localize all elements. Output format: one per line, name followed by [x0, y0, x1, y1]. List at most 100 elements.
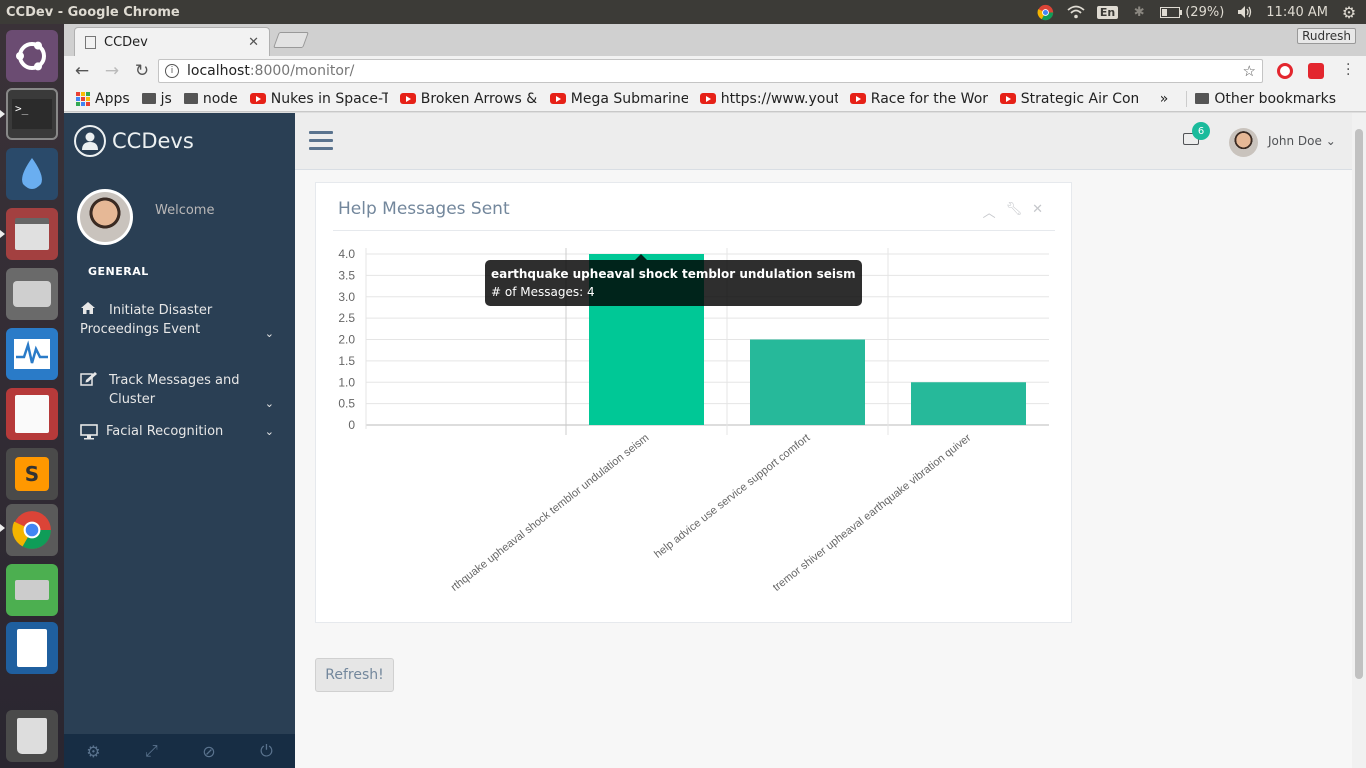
new-tab-button[interactable]	[273, 32, 309, 48]
chevron-down-icon[interactable]: ⌄	[264, 397, 274, 410]
os-top-panel: CCDev - Google Chrome En ✱ (29%) 11:40 A…	[0, 0, 1366, 24]
folder-icon	[141, 93, 156, 104]
user-avatar[interactable]	[1229, 128, 1258, 157]
x-tick-label: tremor shiver upheaval earthquake vibrat…	[771, 432, 974, 594]
tab-close-icon[interactable]: ✕	[248, 34, 259, 50]
close-icon[interactable]: ✕	[1032, 202, 1043, 217]
battery-icon	[1160, 6, 1183, 18]
terminal-icon[interactable]: >_	[6, 88, 58, 140]
files-icon[interactable]	[6, 208, 58, 260]
bookmarks-bar: Apps js node Nukes in Space-The Broken A…	[64, 86, 1366, 112]
disk-icon[interactable]	[6, 268, 58, 320]
chevron-down-icon: ⌄	[1325, 134, 1336, 148]
bluetooth-icon[interactable]: ✱	[1133, 4, 1145, 20]
bookmark-js[interactable]: js	[141, 91, 172, 107]
bookmark-youtube-url[interactable]: https://www.yout	[699, 91, 838, 107]
bookmark-race-for-the-world[interactable]: Race for the World	[849, 91, 988, 107]
window-title: CCDev - Google Chrome	[6, 4, 180, 20]
bookmark-strategic-air-command[interactable]: Strategic Air Com	[999, 91, 1138, 107]
y-tick-label: 3.0	[338, 290, 355, 304]
opera-extension-icon[interactable]	[1277, 63, 1293, 79]
top-navigation: 6 John Doe ⌄	[295, 113, 1352, 170]
tooltip-body: # of Messages: 4	[491, 285, 595, 299]
y-tick-label: 2.5	[338, 311, 355, 325]
menu-section-title: GENERAL	[88, 265, 149, 278]
folder-icon	[1195, 93, 1210, 104]
pdf-viewer-icon[interactable]	[6, 388, 58, 440]
lock-eye-slash-icon[interactable]: ⊘	[202, 741, 216, 761]
system-monitor-icon[interactable]	[6, 328, 58, 380]
y-tick-label: 4.0	[338, 247, 355, 261]
chart-bar	[911, 382, 1026, 425]
brand-name: CCDevs	[112, 129, 194, 153]
chrome-launcher-icon[interactable]	[6, 504, 58, 556]
sidebar-item-facial-recognition[interactable]: Facial Recognition ⌄	[80, 422, 280, 441]
unity-launcher: >_ S	[0, 24, 64, 768]
fullscreen-icon[interactable]: ⤢	[145, 741, 158, 760]
settings-gear-icon[interactable]: ⚙	[1341, 2, 1357, 22]
chrome-tray-icon[interactable]	[1037, 3, 1055, 21]
y-tick-label: 1.0	[338, 375, 355, 389]
keyboard-layout-indicator[interactable]: En	[1096, 5, 1119, 19]
x-tick-label: help advice use service support comfort	[652, 432, 812, 561]
drop-app-icon[interactable]	[6, 148, 58, 200]
user-icon	[74, 125, 106, 157]
page-scrollbar[interactable]	[1352, 113, 1366, 768]
info-icon[interactable]: i	[165, 64, 179, 78]
sidebar-footer: ⚙ ⤢ ⊘ ⏻	[64, 734, 295, 768]
browser-menu-icon[interactable]: · · ·	[1346, 57, 1351, 83]
panel-divider	[333, 230, 1055, 231]
wifi-icon[interactable]	[1067, 3, 1085, 21]
ubuntu-dash-icon[interactable]	[6, 30, 58, 82]
page-favicon-icon	[85, 35, 96, 49]
libreoffice-writer-icon[interactable]	[6, 622, 58, 674]
bookmark-broken-arrows[interactable]: Broken Arrows & In	[399, 91, 538, 107]
brand[interactable]: CCDevs	[74, 125, 194, 157]
bookmark-node[interactable]: node	[183, 91, 238, 107]
sublime-text-icon[interactable]: S	[6, 448, 58, 500]
chevron-down-icon[interactable]: ⌄	[264, 327, 274, 340]
youtube-icon	[699, 93, 716, 104]
refresh-button[interactable]: Refresh!	[315, 658, 394, 692]
other-bookmarks[interactable]: Other bookmarks	[1186, 90, 1336, 107]
sidebar-item-initiate-disaster[interactable]: Initiate Disaster Proceedings Event ⌄	[80, 301, 280, 340]
menu-toggle-icon[interactable]	[309, 131, 333, 155]
panel-title: Help Messages Sent	[338, 199, 510, 219]
youtube-icon	[849, 93, 866, 104]
bookmark-nukes-in-space[interactable]: Nukes in Space-The	[249, 91, 388, 107]
back-arrow-icon[interactable]: ←	[74, 61, 90, 81]
collapse-chevron-up-icon[interactable]: ︿	[982, 206, 996, 221]
trash-icon[interactable]	[6, 710, 58, 762]
browser-toolbar: ← → ↻ i localhost:8000/monitor/ ☆ · · ·	[64, 56, 1366, 86]
profile-button[interactable]: Rudresh	[1297, 28, 1356, 44]
clock[interactable]: 11:40 AM	[1266, 4, 1328, 20]
youtube-icon	[399, 93, 416, 104]
x-tick-label: rthquake upheaval shock temblor undulati…	[449, 432, 652, 594]
bookmark-mega-submarine[interactable]: Mega Submarine: T	[549, 91, 688, 107]
chevron-down-icon[interactable]: ⌄	[264, 425, 274, 438]
scrollbar-thumb[interactable]	[1355, 129, 1363, 679]
bookmark-star-icon[interactable]: ☆	[1242, 62, 1256, 80]
red-extension-icon[interactable]	[1308, 63, 1324, 79]
tab-ccdev[interactable]: CCDev ✕	[74, 27, 270, 56]
bookmark-apps[interactable]: Apps	[76, 91, 130, 107]
address-bar[interactable]: i localhost:8000/monitor/ ☆	[158, 59, 1263, 83]
wrench-icon[interactable]: 🔧︎	[1005, 202, 1023, 217]
bookmarks-overflow-chevron[interactable]: »	[1159, 90, 1169, 107]
forward-arrow-icon[interactable]: →	[104, 61, 120, 81]
home-icon	[80, 301, 96, 321]
panel-toolbox: ︿ 🔧︎ ✕	[983, 202, 1043, 221]
sidebar-item-track-messages[interactable]: Track Messages and Cluster ⌄	[80, 371, 280, 410]
time-tracker-icon[interactable]	[6, 564, 58, 616]
notification-badge: 6	[1192, 122, 1210, 140]
profile-avatar	[77, 189, 133, 245]
tab-strip: CCDev ✕ Rudresh	[64, 24, 1366, 56]
sidebar-item-label: Initiate Disaster Proceedings Event	[80, 303, 213, 337]
settings-icon[interactable]: ⚙	[86, 741, 101, 761]
user-menu[interactable]: John Doe ⌄	[1268, 134, 1336, 148]
reload-icon[interactable]: ↻	[134, 61, 150, 81]
logout-power-icon[interactable]: ⏻	[260, 741, 273, 760]
volume-icon[interactable]	[1236, 3, 1254, 21]
battery-indicator[interactable]: (29%)	[1160, 5, 1224, 20]
welcome-text: Welcome	[155, 203, 215, 218]
